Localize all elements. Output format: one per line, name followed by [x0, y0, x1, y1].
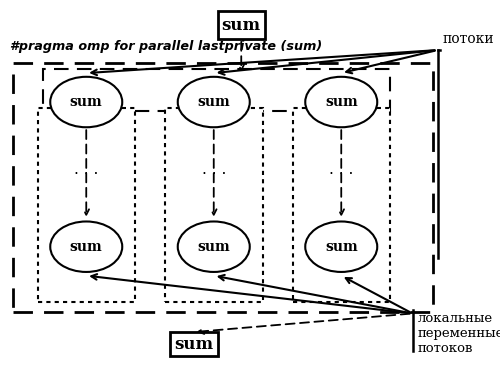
- Ellipse shape: [50, 77, 122, 127]
- Text: sum: sum: [70, 240, 102, 254]
- Ellipse shape: [305, 221, 378, 272]
- Text: локальные
переменные
потоков: локальные переменные потоков: [418, 312, 500, 355]
- Bar: [170, 332, 218, 356]
- Bar: [12, 63, 432, 312]
- Text: sum: sum: [325, 240, 358, 254]
- Ellipse shape: [178, 221, 250, 272]
- Bar: [165, 108, 262, 302]
- Text: sum: sum: [325, 95, 358, 109]
- Text: потоки: потоки: [442, 32, 494, 46]
- Text: sum: sum: [198, 95, 230, 109]
- Ellipse shape: [178, 77, 250, 127]
- Text: sum: sum: [222, 17, 261, 33]
- Bar: [38, 108, 135, 302]
- Text: #pragma omp for parallel lastprivate (sum): #pragma omp for parallel lastprivate (su…: [10, 40, 322, 53]
- Text: · · ·: · · ·: [329, 167, 353, 182]
- Bar: [42, 69, 390, 111]
- Text: · · ·: · · ·: [202, 167, 226, 182]
- Ellipse shape: [50, 221, 122, 272]
- Bar: [292, 108, 390, 302]
- Text: sum: sum: [198, 240, 230, 254]
- Bar: [218, 11, 265, 39]
- Text: · · ·: · · ·: [74, 167, 98, 182]
- Text: sum: sum: [70, 95, 102, 109]
- Text: sum: sum: [174, 336, 214, 352]
- Ellipse shape: [305, 77, 378, 127]
